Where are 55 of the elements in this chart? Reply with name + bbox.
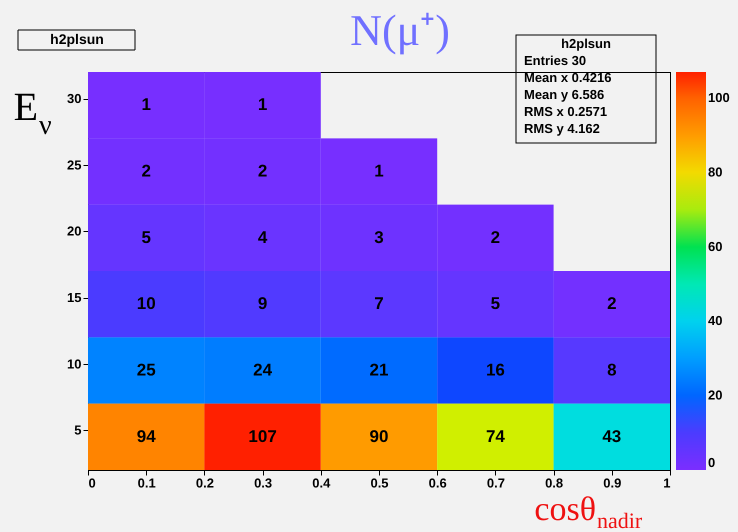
y-tick-label: 15	[67, 290, 82, 306]
x-tick-label: 0.1	[138, 476, 156, 490]
x-tick-label: 0.2	[196, 476, 214, 490]
data-label: 107	[248, 426, 277, 446]
data-label: 90	[370, 426, 388, 446]
data-label: 7	[374, 294, 384, 314]
color-bar-label: 60	[708, 238, 722, 254]
y-tick-label: 25	[67, 157, 82, 172]
data-label: 1	[374, 162, 384, 180]
data-label: 43	[602, 426, 622, 446]
y-tick-label: 10	[67, 356, 82, 372]
data-label: 10	[136, 294, 156, 314]
data-label: 9	[258, 294, 268, 314]
data-label: 1	[258, 95, 268, 114]
data-label: 2	[490, 228, 500, 247]
x-tick-label: 0.6	[428, 476, 447, 490]
data-label: 2	[607, 294, 617, 314]
x-tick-label: 0.8	[545, 476, 564, 490]
data-label: 21	[370, 360, 388, 380]
data-label: 5	[141, 228, 151, 247]
color-bar-label: 0	[708, 455, 716, 470]
data-label: 2	[258, 162, 268, 180]
data-label: 4	[258, 228, 268, 247]
text: h2plsun	[561, 36, 611, 51]
x-tick-label: 0	[88, 476, 96, 490]
annotation: RMS y 4.162	[524, 121, 600, 136]
data-label: 94	[136, 426, 156, 446]
data-label: 1	[141, 95, 151, 114]
annotation: Mean x 0.4216	[524, 70, 612, 85]
data-label: 8	[607, 360, 617, 380]
x-tick-label: 0.4	[312, 476, 332, 490]
x-tick-label: 0.7	[486, 476, 505, 490]
data-label: 2	[141, 162, 151, 180]
x-tick-label: 1	[663, 476, 670, 490]
chart-title: h2plsun	[50, 31, 104, 47]
data-label: 3	[374, 228, 384, 247]
data-label: 25	[136, 360, 156, 380]
color-bar-label: 20	[708, 388, 722, 403]
annotation: RMS x 0.2571	[524, 104, 608, 119]
color-bar-label: 80	[708, 164, 722, 180]
data-label: 16	[486, 360, 505, 380]
data-label: 5	[490, 294, 500, 314]
color-bar-label: 100	[708, 90, 730, 106]
x-tick-label: 0.5	[370, 476, 389, 490]
x-tick-label: 0.3	[254, 476, 272, 490]
y-tick-label: 5	[74, 422, 82, 438]
color-bar-label: 40	[708, 313, 722, 328]
text: Entries 30	[524, 53, 586, 68]
data-label: 24	[253, 360, 273, 380]
data-label: 74	[486, 426, 506, 446]
x-tick-label: 0.9	[603, 476, 622, 490]
chart-subtitle: N(μ⁺)	[350, 6, 450, 55]
y-tick-label: 20	[67, 224, 82, 239]
annotation: Mean y 6.586	[524, 87, 604, 102]
y-tick-label: 30	[67, 91, 82, 106]
